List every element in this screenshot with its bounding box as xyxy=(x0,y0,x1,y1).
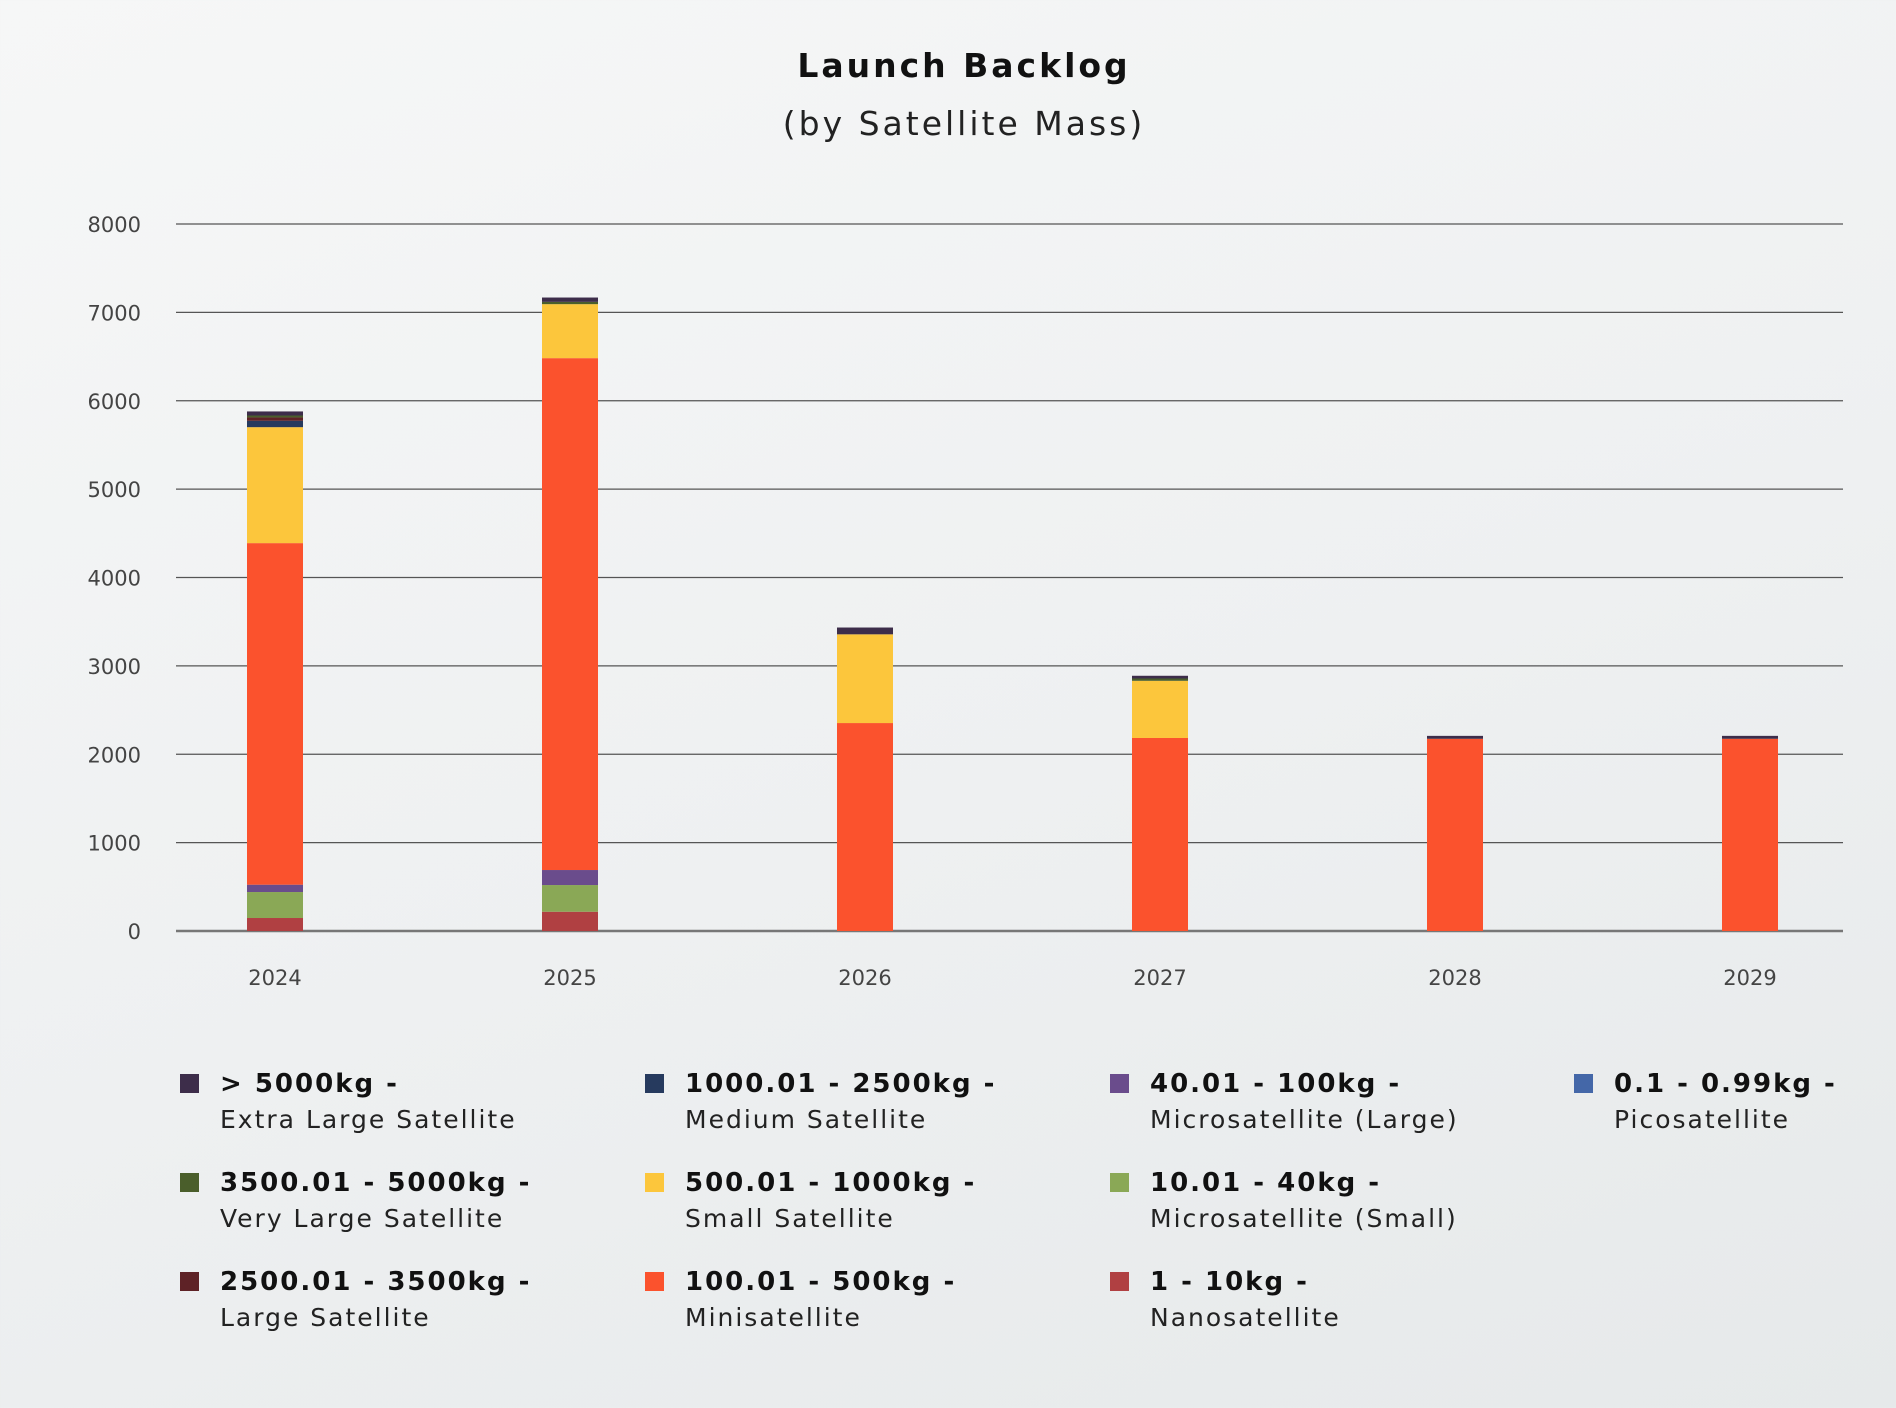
bar-segment xyxy=(542,297,598,302)
y-tick-label: 8000 xyxy=(88,213,141,237)
x-tick-label: 2026 xyxy=(838,966,891,990)
legend-range: 3500.01 - 5000kg - xyxy=(220,1168,532,1198)
legend-item: 1000.01 - 2500kg - Medium Satellite xyxy=(645,1066,996,1138)
y-tick-label: 2000 xyxy=(88,743,141,767)
legend-swatch xyxy=(180,1074,199,1093)
bar-segment xyxy=(837,634,893,724)
legend-swatch xyxy=(645,1272,664,1291)
legend-swatch xyxy=(180,1173,199,1192)
bar-segment xyxy=(247,415,303,418)
legend-swatch xyxy=(180,1272,199,1291)
y-tick-label: 5000 xyxy=(88,478,141,502)
bar-segment xyxy=(247,420,303,428)
y-tick-label: 7000 xyxy=(88,301,141,325)
legend-range: 0.1 - 0.99kg - xyxy=(1614,1069,1837,1099)
bar-segment xyxy=(1132,678,1188,681)
bar-segment xyxy=(542,301,598,305)
legend-item: 10.01 - 40kg - Microsatellite (Small) xyxy=(1110,1165,1458,1237)
bar-segment xyxy=(247,892,303,919)
y-tick-label: 6000 xyxy=(88,390,141,414)
bar-segment xyxy=(542,870,598,886)
legend-item: 2500.01 - 3500kg - Large Satellite xyxy=(180,1264,531,1336)
x-tick-label: 2024 xyxy=(248,966,301,990)
legend-item: 500.01 - 1000kg - Small Satellite xyxy=(645,1165,976,1237)
x-tick-label: 2027 xyxy=(1133,966,1186,990)
legend-item: 0.1 - 0.99kg - Picosatellite xyxy=(1574,1066,1837,1138)
bar-segment xyxy=(247,411,303,416)
y-tick-label: 0 xyxy=(128,920,141,944)
bar-segment xyxy=(1722,735,1778,739)
bar-segment xyxy=(1427,735,1483,739)
legend-label: Microsatellite (Small) xyxy=(1150,1204,1458,1233)
legend-range: 2500.01 - 3500kg - xyxy=(220,1267,532,1297)
bar-segment xyxy=(542,358,598,871)
legend-swatch xyxy=(1574,1074,1593,1093)
legend-range: > 5000kg - xyxy=(220,1069,399,1099)
legend-label: Medium Satellite xyxy=(685,1105,928,1134)
bar-segment xyxy=(247,543,303,885)
legend-swatch xyxy=(1110,1074,1129,1093)
bar-segment xyxy=(542,304,598,359)
legend-item: 3500.01 - 5000kg - Very Large Satellite xyxy=(180,1165,531,1237)
chart-plot: 0 1000 2000 3000 4000 5000 6000 7000 8000 2024 202… xyxy=(88,213,1843,990)
legend-label: Small Satellite xyxy=(685,1204,895,1233)
legend-range: 100.01 - 500kg - xyxy=(685,1267,957,1297)
legend-range: 10.01 - 40kg - xyxy=(1150,1168,1382,1198)
legend-item: > 5000kg - Extra Large Satellite xyxy=(180,1066,517,1138)
legend-label: Minisatellite xyxy=(685,1303,862,1332)
legend-item: 40.01 - 100kg - Microsatellite (Large) xyxy=(1110,1066,1459,1138)
legend-label: Picosatellite xyxy=(1614,1105,1791,1134)
bar-segment xyxy=(837,627,893,635)
y-tick-label: 1000 xyxy=(88,832,141,856)
legend-label: Extra Large Satellite xyxy=(220,1105,517,1134)
legend-item: 1 - 10kg - Nanosatellite xyxy=(1110,1264,1341,1336)
legend-label: Large Satellite xyxy=(220,1303,431,1332)
x-tick-label: 2028 xyxy=(1428,966,1481,990)
legend-swatch xyxy=(1110,1173,1129,1192)
bar-segment xyxy=(1132,675,1188,679)
legend-swatch xyxy=(645,1074,664,1093)
bar-segment xyxy=(542,911,598,931)
bar-segment xyxy=(1132,737,1188,931)
legend-range: 500.01 - 1000kg - xyxy=(685,1168,977,1198)
x-tick-label: 2025 xyxy=(543,966,596,990)
bar-segment xyxy=(247,427,303,544)
legend-range: 1000.01 - 2500kg - xyxy=(685,1069,997,1099)
x-tick-label: 2029 xyxy=(1723,966,1776,990)
bar-segment xyxy=(837,723,893,931)
chart-title: Launch Backlog xyxy=(797,46,1131,85)
legend-label: Microsatellite (Large) xyxy=(1150,1105,1459,1134)
legend-swatch xyxy=(1110,1272,1129,1291)
legend-range: 40.01 - 100kg - xyxy=(1150,1069,1402,1099)
legend-range: 1 - 10kg - xyxy=(1150,1267,1309,1297)
legend-label: Very Large Satellite xyxy=(220,1204,505,1233)
bar-segment xyxy=(1722,738,1778,931)
legend-item: 100.01 - 500kg - Minisatellite xyxy=(645,1264,956,1336)
bar-segment xyxy=(542,885,598,912)
y-tick-label: 3000 xyxy=(88,655,141,679)
bar-segment xyxy=(1132,680,1188,738)
legend-swatch xyxy=(645,1173,664,1192)
bar-segment xyxy=(247,884,303,893)
bar-segment xyxy=(247,417,303,421)
chart-subtitle: (by Satellite Mass) xyxy=(782,104,1146,143)
y-tick-label: 4000 xyxy=(88,567,141,591)
bar-segment xyxy=(247,918,303,931)
bar-segment xyxy=(1427,738,1483,931)
legend-label: Nanosatellite xyxy=(1150,1303,1341,1332)
